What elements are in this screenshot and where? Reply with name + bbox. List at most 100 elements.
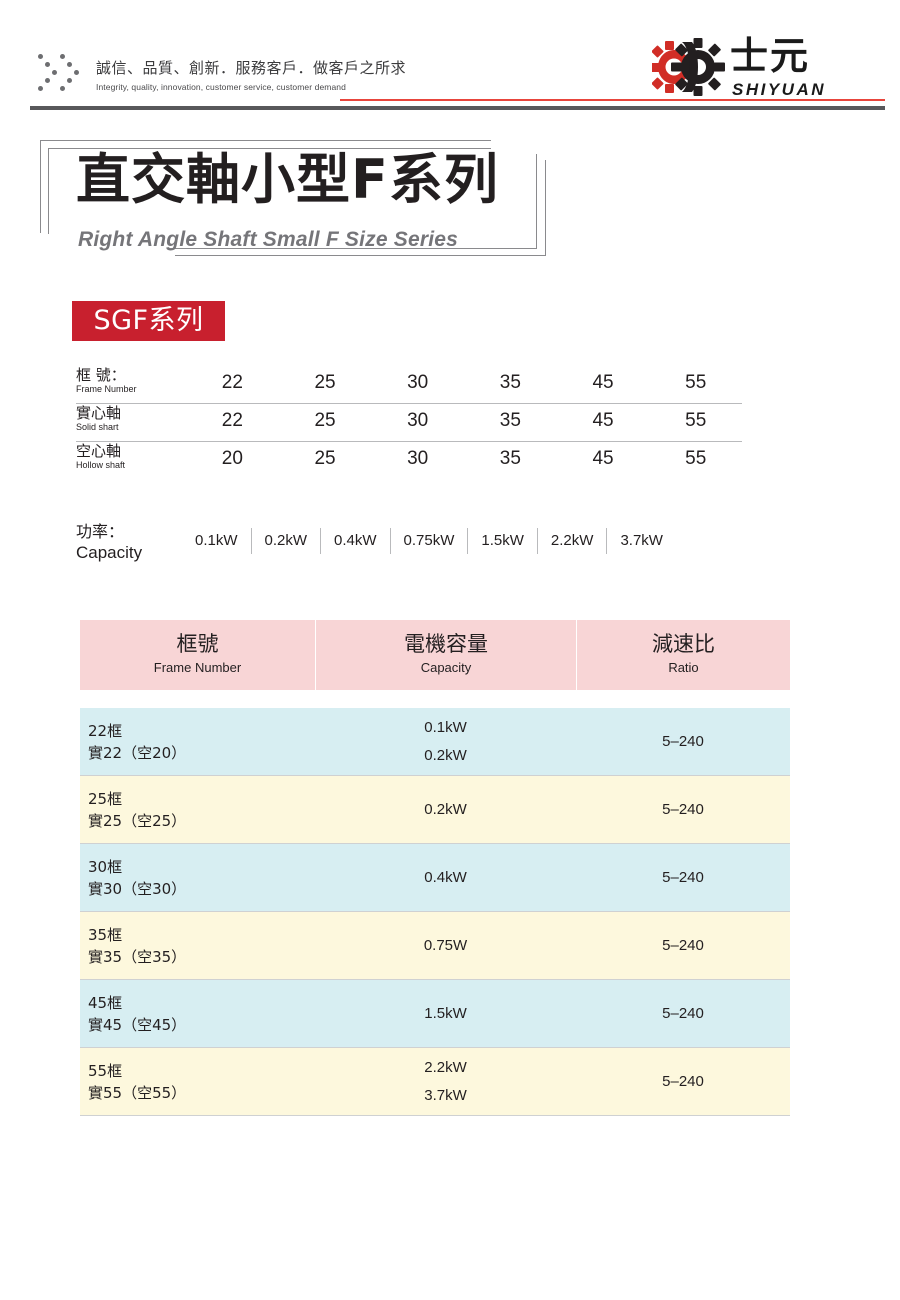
capacity-spec-row: 功率： Capacity 0.1kW 0.2kW 0.4kW 0.75kW 1.… <box>76 518 796 570</box>
title-section: 直交軸小型F系列 Right Angle Shaft Small F Size … <box>0 130 900 290</box>
capacity-value: 0.2kW <box>250 528 321 554</box>
spec-value: 55 <box>685 448 707 469</box>
spec-label: 空心軸 Hollow shaft <box>76 442 176 471</box>
spec-label-cn: 框 號： <box>76 366 126 384</box>
cell-capacity: 0.2kW <box>424 800 467 818</box>
specification-table: 框號 Frame Number 電機容量 Capacity 減速比 Ratio … <box>80 620 790 1116</box>
cell-capacity: 1.5kW <box>424 1004 467 1022</box>
bracket-bottom-right-outer <box>175 160 546 256</box>
capacity-label-en: Capacity <box>76 543 143 562</box>
spec-label: 框 號： Frame Number <box>76 366 176 395</box>
capacity-value: 0.75kW <box>389 528 468 554</box>
spec-value: 35 <box>499 372 521 393</box>
table-row: 45框 實45（空45） 1.5kW 5–240 <box>80 980 790 1048</box>
cell-ratio: 5–240 <box>662 1005 704 1022</box>
spec-value: 22 <box>221 410 243 431</box>
spec-values: 20 25 30 35 45 55 <box>186 442 742 476</box>
frame-line-1: 45框 <box>88 993 123 1012</box>
table-row: 25框 實25（空25） 0.2kW 5–240 <box>80 776 790 844</box>
frame-line-2: 實25（空25） <box>88 811 187 830</box>
capacity-values: 0.1kW 0.2kW 0.4kW 0.75kW 1.5kW 2.2kW 3.7… <box>182 528 676 554</box>
column-header-en: Frame Number <box>153 660 242 675</box>
spec-value: 25 <box>314 448 336 469</box>
cell-frame-number: 25框 實25（空25） <box>80 788 315 832</box>
frame-number-spec-table: 框 號： Frame Number 22 25 30 35 45 55 實心軸 … <box>76 366 742 479</box>
page-subtitle: Right Angle Shaft Small F Size Series <box>78 228 459 251</box>
spec-value: 30 <box>407 410 429 431</box>
slogan-chinese: 誠信、品質、創新．服務客戶．做客戶之所求 <box>96 59 407 77</box>
spec-value: 35 <box>499 448 521 469</box>
capacity-label-cn: 功率： <box>76 522 125 541</box>
table-header-gap <box>80 690 790 708</box>
table-header-row: 框號 Frame Number 電機容量 Capacity 減速比 Ratio <box>80 620 790 690</box>
cell-ratio: 5–240 <box>662 733 704 750</box>
header-rule-dark <box>30 106 885 110</box>
spec-value: 55 <box>685 372 707 393</box>
capacity-value: 1.5kW <box>467 528 537 554</box>
cell-capacity: 2.2kW 3.7kW <box>315 1054 576 1110</box>
interlocking-gears-icon <box>652 38 725 96</box>
page-title: 直交軸小型F系列 <box>76 148 499 211</box>
bracket-top-left-inner <box>48 148 491 234</box>
column-header-en: Ratio <box>668 660 699 675</box>
capacity-line-1: 2.2kW <box>424 1058 467 1076</box>
spec-row-hollow-shaft: 空心軸 Hollow shaft 20 25 30 35 45 55 <box>76 441 742 479</box>
cell-ratio: 5–240 <box>662 801 704 818</box>
cell-frame-number: 55框 實55（空55） <box>80 1060 315 1104</box>
spec-row-solid-shaft: 實心軸 Solid shart 22 25 30 35 45 55 <box>76 403 742 441</box>
capacity-line-2: 3.7kW <box>424 1086 467 1104</box>
frame-line-1: 25框 <box>88 789 123 808</box>
column-header-capacity: 電機容量 Capacity <box>315 620 576 690</box>
frame-line-1: 22框 <box>88 721 123 740</box>
cell-capacity: 0.75W <box>423 936 468 954</box>
logo-wordmark-latin: SHIYUAN <box>732 80 827 99</box>
company-logo: 士元 SHIYUAN <box>652 34 832 99</box>
column-header-cn: 減速比 <box>652 632 715 656</box>
spec-value: 45 <box>592 372 614 393</box>
column-header-cn: 電機容量 <box>404 632 488 656</box>
column-header-en: Capacity <box>420 660 472 675</box>
capacity-label: 功率： Capacity <box>76 521 142 563</box>
spec-value: 30 <box>407 448 429 469</box>
spec-label-en: Frame Number <box>76 384 137 394</box>
capacity-value: 3.7kW <box>606 528 676 554</box>
column-header-cn: 框號 <box>176 632 219 656</box>
cell-frame-number: 30框 實30（空30） <box>80 856 315 900</box>
table-row: 35框 實35（空35） 0.75W 5–240 <box>80 912 790 980</box>
double-chevron-dots-icon <box>36 52 92 98</box>
frame-line-2: 實55（空55） <box>88 1083 187 1102</box>
spec-value: 20 <box>221 448 243 469</box>
spec-label-cn: 空心軸 <box>76 442 122 460</box>
capacity-line-2: 0.2kW <box>424 746 467 764</box>
bracket-top-left-outer <box>40 140 491 233</box>
spec-value: 30 <box>407 372 429 393</box>
spec-value: 22 <box>221 372 243 393</box>
spec-value: 55 <box>685 410 707 431</box>
capacity-value: 0.4kW <box>320 528 390 554</box>
spec-label-en: Solid shart <box>76 422 119 432</box>
slogan-english: Integrity, quality, innovation, customer… <box>96 82 346 92</box>
spec-value: 35 <box>499 410 521 431</box>
cell-capacity: 0.4kW <box>424 868 467 886</box>
cell-frame-number: 22框 實22（空20） <box>80 720 315 764</box>
spec-value: 45 <box>592 448 614 469</box>
table-row: 30框 實30（空30） 0.4kW 5–240 <box>80 844 790 912</box>
capacity-value: 0.1kW <box>195 532 238 549</box>
frame-line-2: 實30（空30） <box>88 879 187 898</box>
company-slogan: 誠信、品質、創新．服務客戶．做客戶之所求 Integrity, quality,… <box>96 57 406 92</box>
table-row: 22框 實22（空20） 0.1kW 0.2kW 5–240 <box>80 708 790 776</box>
column-header-ratio: 減速比 Ratio <box>576 620 790 690</box>
frame-line-1: 55框 <box>88 1061 123 1080</box>
spec-value: 45 <box>592 410 614 431</box>
frame-line-2: 實35（空35） <box>88 947 187 966</box>
header-rule-red <box>340 99 885 101</box>
cell-frame-number: 35框 實35（空35） <box>80 924 315 968</box>
cell-frame-number: 45框 實45（空45） <box>80 992 315 1036</box>
spec-values: 22 25 30 35 45 55 <box>186 404 742 438</box>
frame-line-2: 實45（空45） <box>88 1015 187 1034</box>
capacity-line-1: 0.1kW <box>424 718 467 736</box>
capacity-value: 2.2kW <box>536 528 607 554</box>
spec-row-frame-number: 框 號： Frame Number 22 25 30 35 45 55 <box>76 366 742 403</box>
bracket-bottom-right-inner <box>168 154 537 249</box>
spec-label-en: Hollow shaft <box>76 460 126 470</box>
